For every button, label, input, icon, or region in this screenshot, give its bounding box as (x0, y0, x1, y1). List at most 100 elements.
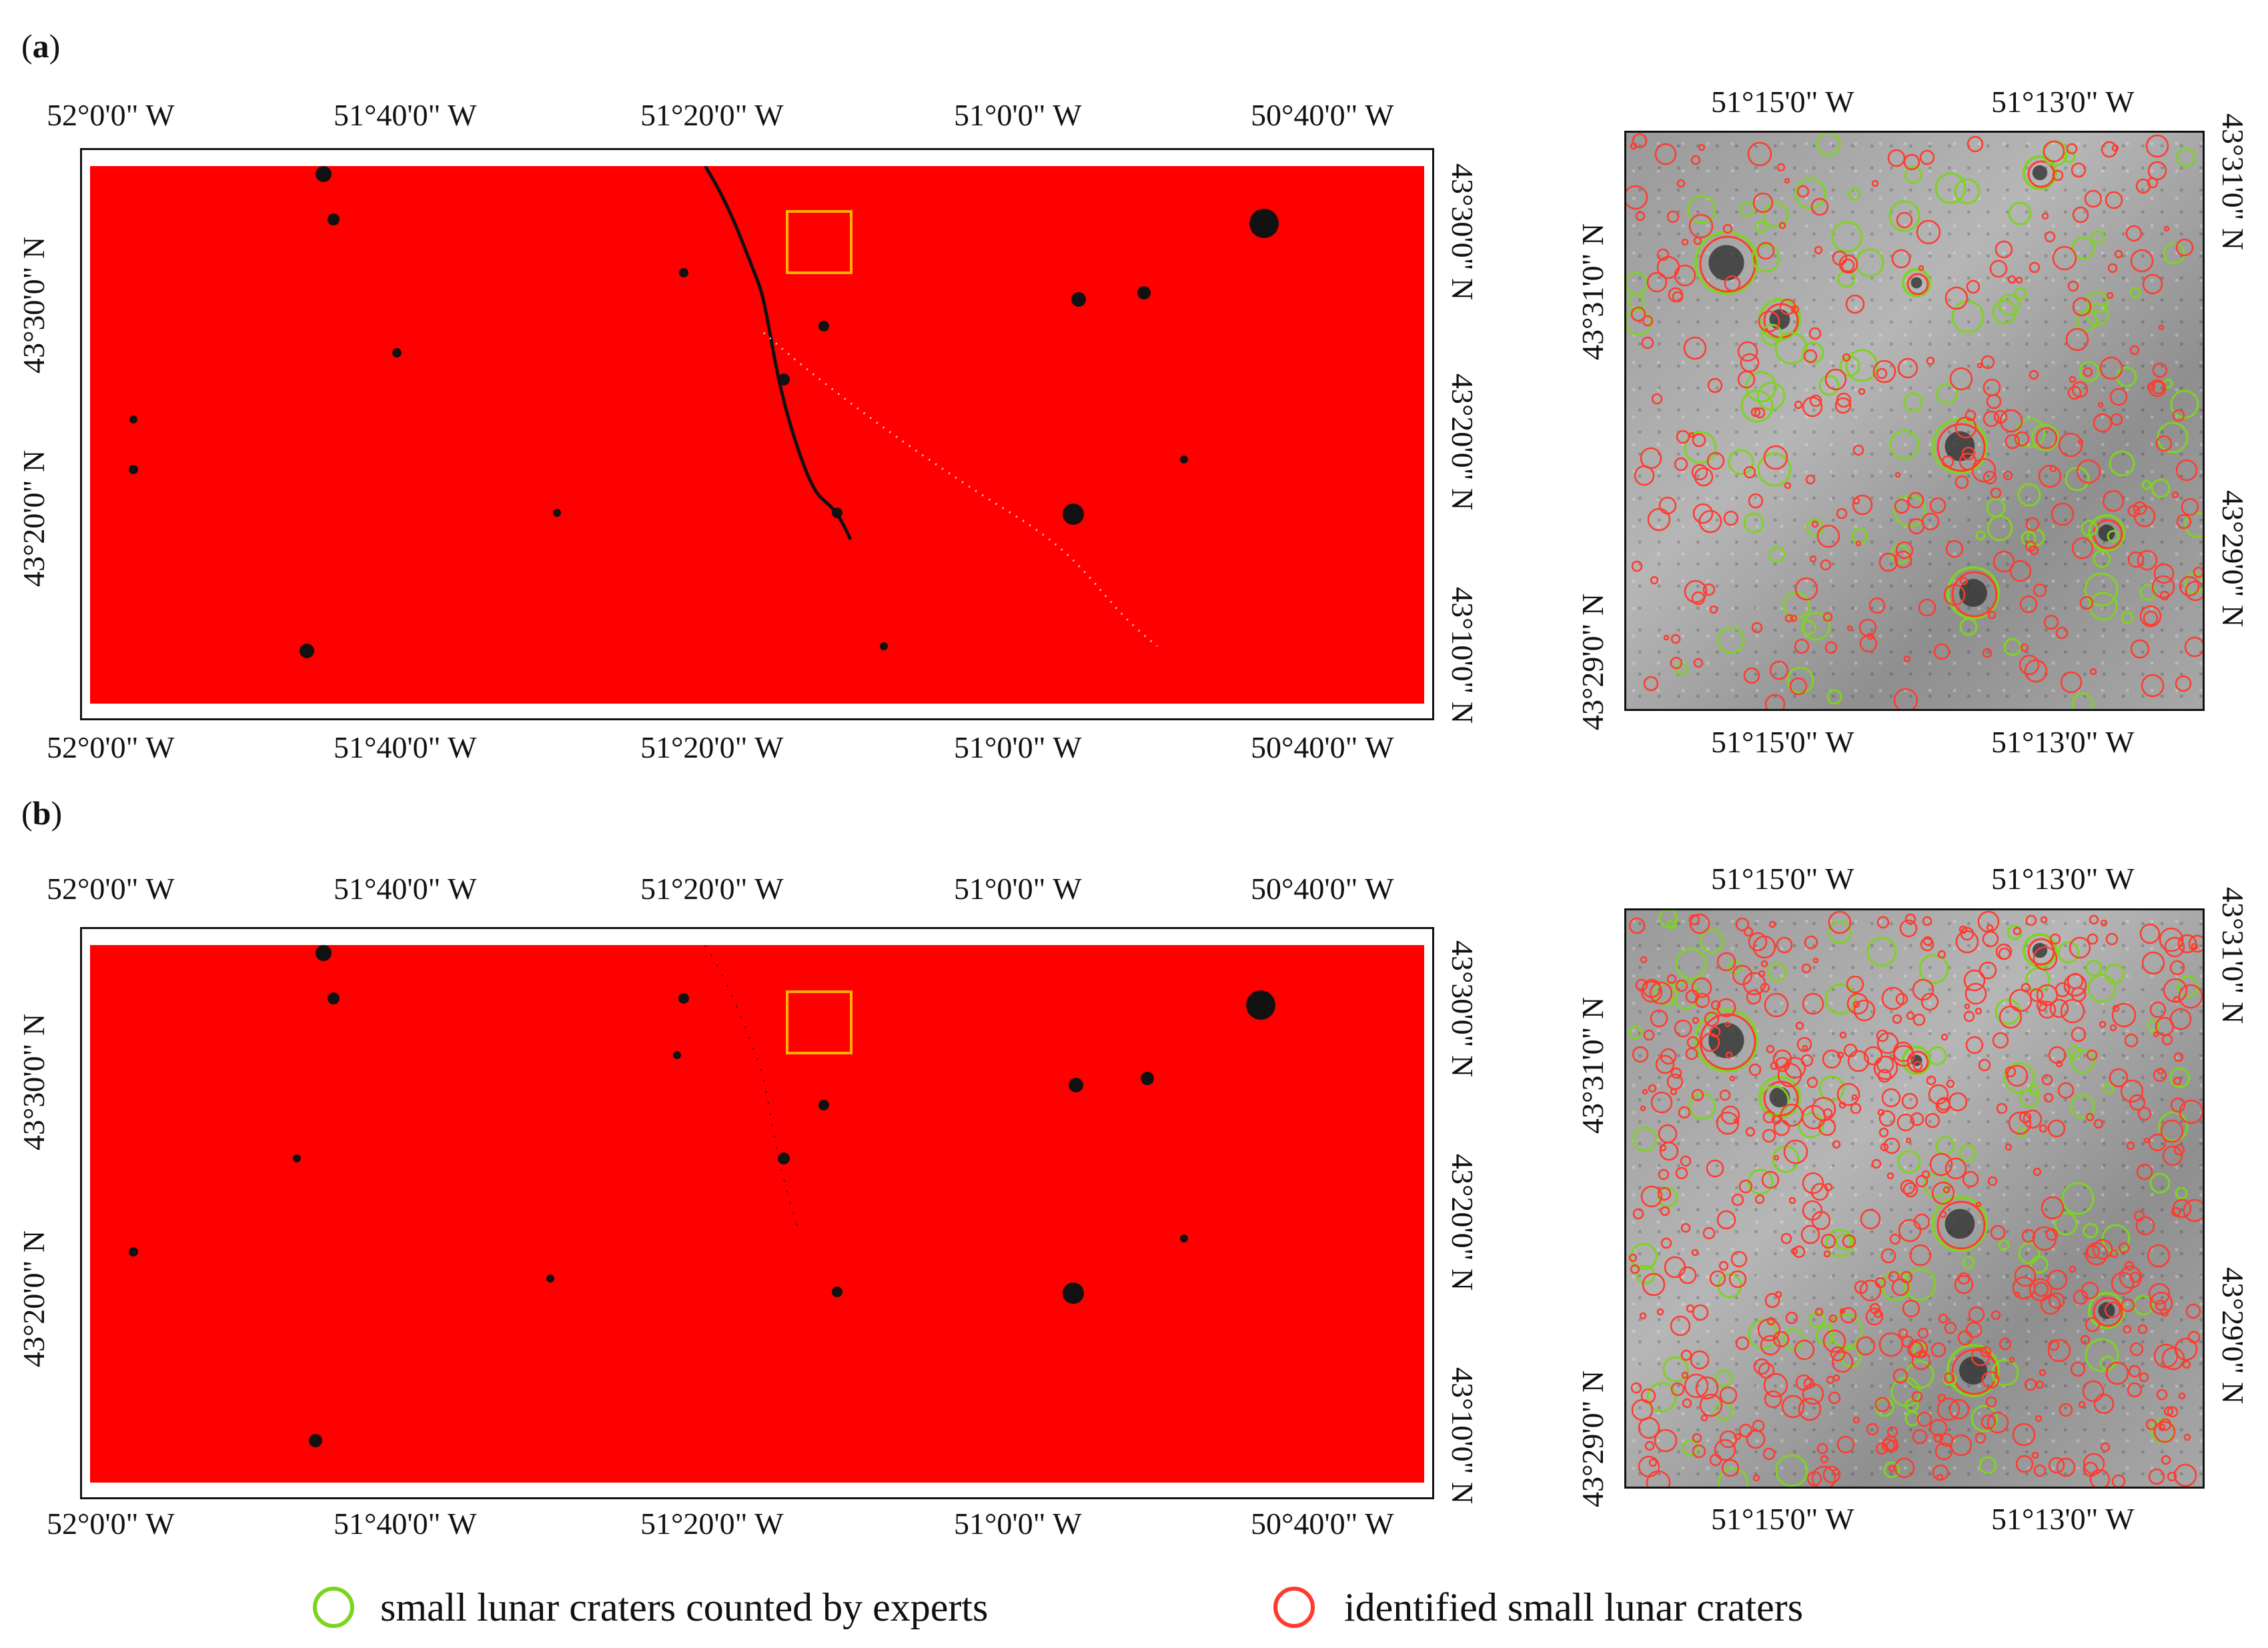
identified-crater-circle (2133, 505, 2156, 528)
identified-crater-circle (1964, 1003, 1970, 1010)
identified-crater-circle (1874, 1397, 1890, 1413)
identified-crater-circle (1655, 1054, 1675, 1074)
identified-crater-circle (1801, 1104, 1826, 1130)
identified-crater-circle (1650, 1009, 1668, 1028)
zoom-lon-label: 51°15'0" W (1711, 1502, 1854, 1536)
lat-label: 43°10'0" N (1446, 1367, 1480, 1505)
identified-crater-circle (1876, 916, 1890, 929)
identified-crater-circle (2048, 1339, 2060, 1351)
identified-crater-circle (2163, 978, 2188, 1003)
identified-crater-circle (2158, 324, 2165, 331)
identified-crater-circle (1930, 1342, 1946, 1358)
identified-crater-circle (2136, 1163, 2153, 1180)
identified-crater-circle (1892, 1044, 1915, 1067)
identified-crater-circle (1752, 1419, 1765, 1433)
expert-crater-circle (2085, 1338, 2119, 1373)
identified-crater-circle (2086, 1049, 2098, 1061)
wide-map-a[interactable] (90, 166, 1424, 704)
identified-crater-circle (2118, 1242, 2130, 1254)
identified-crater-circle (1938, 1313, 1948, 1324)
zoom-map-b[interactable] (1624, 908, 2205, 1489)
identified-crater-circle (1676, 179, 1686, 188)
identified-crater-circle (1868, 597, 1886, 614)
identified-crater-circle (1871, 179, 1879, 187)
identified-crater-circle (1680, 1155, 1692, 1167)
crater-marker (1071, 292, 1086, 307)
identified-crater-circle (2067, 280, 2079, 292)
identified-crater-circle (1628, 1253, 1638, 1263)
expert-crater-circle (1888, 200, 1920, 232)
identified-crater-circle (2173, 1144, 2185, 1156)
identified-crater-circle (2019, 595, 2038, 614)
expert-crater-circle (2071, 236, 2095, 260)
expert-crater-circle (2157, 422, 2189, 454)
wide-map-b[interactable] (90, 945, 1424, 1483)
identified-crater-circle (1965, 1036, 1984, 1054)
identified-crater-circle (1764, 1390, 1782, 1409)
identified-crater-circle (1957, 1272, 1970, 1285)
identified-crater-circle (1891, 249, 1911, 269)
identified-crater-circle (1760, 1335, 1781, 1356)
identified-crater-circle (1630, 1382, 1642, 1394)
identified-crater-circle (1871, 1158, 1882, 1169)
identified-crater-circle (2179, 1099, 2203, 1124)
expert-crater-circle (1762, 201, 1789, 228)
identified-crater-circle (1839, 1308, 1846, 1315)
crater-shadow (1708, 1022, 1744, 1058)
identified-crater-circle (1763, 1373, 1788, 1398)
lon-label: 52°0'0" W (47, 98, 175, 132)
identified-crater-circle (1942, 1186, 1950, 1194)
identified-crater-circle (2158, 1423, 2166, 1431)
identified-crater-circle (1924, 1112, 1940, 1128)
identified-crater-circle (1638, 1417, 1660, 1439)
identified-crater-circle (2169, 1008, 2192, 1030)
identified-crater-circle (1798, 1397, 1822, 1421)
identified-crater-circle (1795, 1374, 1812, 1391)
identified-crater-circle (1900, 1271, 1913, 1284)
identified-crater-circle (1630, 1264, 1640, 1275)
identified-crater-circle (2071, 537, 2094, 560)
identified-crater-circle (1658, 496, 1677, 515)
identified-crater-circle (1691, 1088, 1704, 1102)
identified-crater-circle (1975, 1201, 1982, 1208)
identified-crater-circle (1878, 1332, 1904, 1357)
crater-marker (293, 1154, 301, 1162)
expert-crater-circle (2030, 1255, 2049, 1274)
identified-crater-circle (1720, 1105, 1740, 1125)
expert-crater-circle (2018, 1242, 2041, 1265)
expert-crater-circle (1743, 512, 1764, 534)
identified-crater-circle (1996, 1102, 2008, 1114)
zoom-map-a[interactable] (1624, 131, 2205, 711)
identified-crater-circle (2178, 984, 2203, 1009)
identified-crater-circle (2005, 1143, 2013, 1151)
identified-crater-circle (2089, 668, 2097, 676)
expert-crater-circle (1866, 936, 1897, 967)
identified-crater-circle (1852, 1000, 1860, 1008)
identified-crater-circle (1651, 393, 1663, 405)
identified-crater-circle (1911, 1391, 1923, 1403)
identified-crater-circle (1886, 1172, 1894, 1180)
crater-marker (678, 993, 689, 1004)
crater-marker (316, 945, 332, 961)
identified-crater-circle (1906, 273, 1929, 295)
identified-crater-circle (2147, 382, 2156, 391)
expert-crater-circle (1848, 187, 1861, 201)
identified-crater-circle (1881, 1088, 1901, 1108)
identified-crater-circle (2171, 491, 2179, 499)
crater-marker (392, 348, 402, 357)
crater-marker (778, 373, 790, 385)
identified-crater-circle (1964, 409, 1976, 422)
identified-crater-circle (1794, 577, 1818, 601)
identified-crater-circle (1936, 1200, 1986, 1250)
identified-crater-circle (1810, 1182, 1829, 1201)
identified-crater-circle (1893, 688, 1918, 709)
identified-crater-circle (2106, 291, 2114, 299)
identified-crater-circle (2023, 1109, 2043, 1129)
identified-crater-circle (2125, 225, 2143, 242)
identified-crater-circle (1784, 177, 1790, 184)
identified-crater-circle (1978, 1058, 1991, 1072)
identified-crater-circle (1966, 135, 1984, 153)
identified-crater-circle (1693, 658, 1704, 668)
identified-crater-circle (1935, 1098, 1951, 1114)
identified-crater-circle (1974, 1432, 1987, 1444)
